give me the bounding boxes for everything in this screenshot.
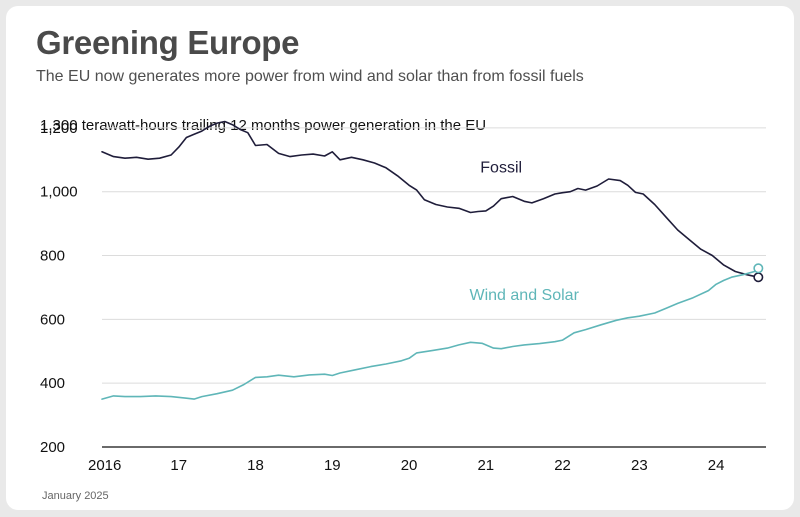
x-tick-label: 23 <box>631 457 648 474</box>
chart-title: 1,300 terawatt-hours trailing 12 months … <box>40 117 486 134</box>
footer-date: January 2025 <box>42 490 109 502</box>
y-tick-label: 600 <box>40 311 65 328</box>
fossil-series-line <box>101 120 760 279</box>
page-title: Greening Europe <box>36 24 300 61</box>
fossil-end-marker <box>753 272 764 283</box>
y-tick-label: 1,200 <box>40 120 78 137</box>
line-chart: 1,300 terawatt-hours trailing 12 months … <box>40 117 766 474</box>
chart-card: Greening Europe The EU now generates mor… <box>6 6 794 510</box>
y-tick-label: 1,000 <box>40 184 78 201</box>
wind-solar-series-label: Wind and Solar <box>470 287 580 304</box>
wind-solar-series-line <box>101 267 760 400</box>
x-tick-label: 19 <box>324 457 341 474</box>
x-tick-label: 17 <box>170 457 187 474</box>
x-tick-label: 21 <box>477 457 494 474</box>
x-tick-label: 20 <box>401 457 418 474</box>
x-tick-label: 2016 <box>88 457 121 474</box>
x-tick-label: 18 <box>247 457 264 474</box>
page-subtitle: The EU now generates more power from win… <box>36 68 584 85</box>
x-tick-label: 22 <box>554 457 571 474</box>
wind-solar-end-marker <box>753 263 764 274</box>
x-tick-label: 24 <box>708 457 725 474</box>
y-tick-label: 200 <box>40 439 65 456</box>
y-tick-label: 800 <box>40 248 65 265</box>
y-tick-label: 400 <box>40 375 65 392</box>
fossil-series-label: Fossil <box>480 160 522 177</box>
